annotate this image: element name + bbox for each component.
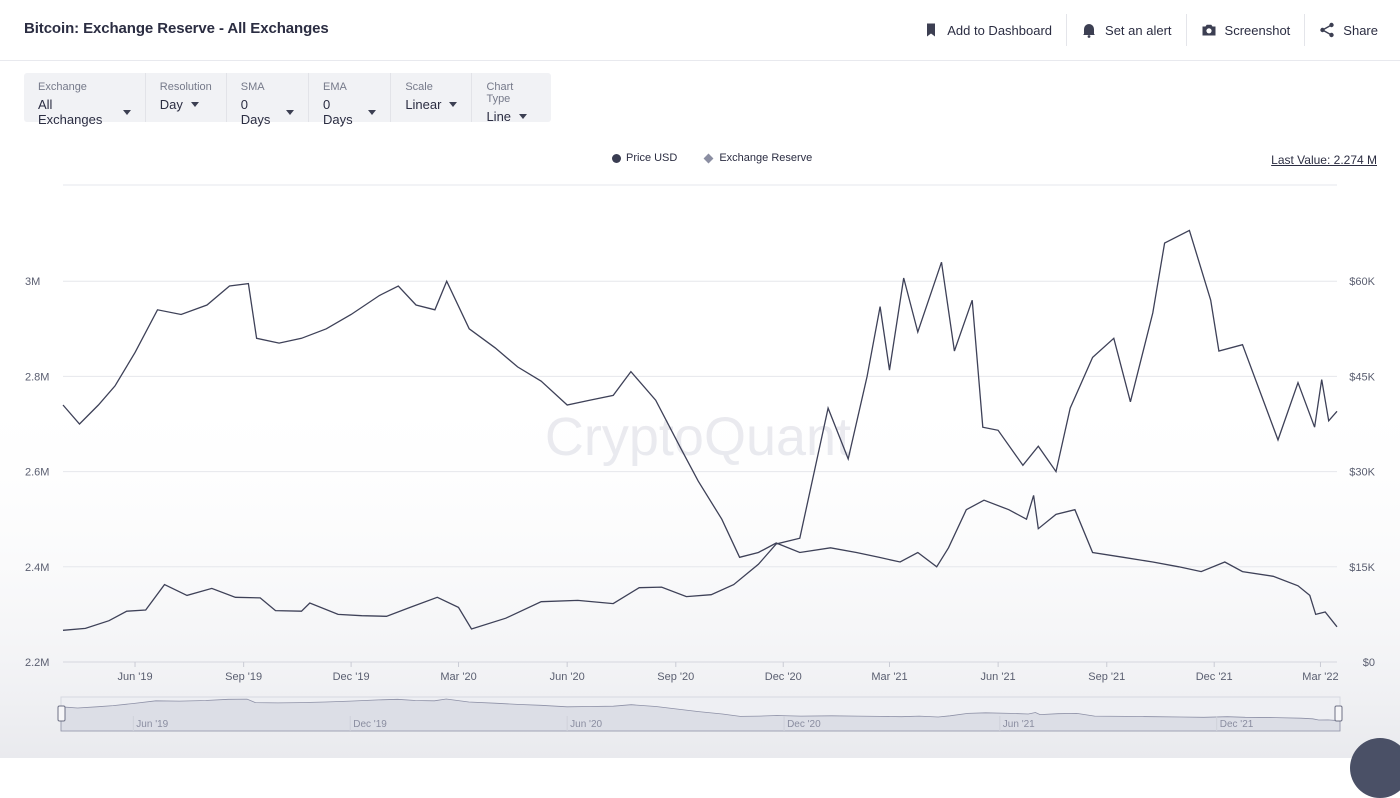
navigator-ticks: Jun '19 Dec '19 Jun '20 Dec '20 Jun '21 Dec '… bbox=[132, 716, 1254, 731]
chart-header: Bitcoin: Exchange Reserve - All Exchange… bbox=[0, 0, 1400, 61]
circle-marker-icon bbox=[612, 153, 621, 163]
caret-down-icon bbox=[449, 102, 458, 107]
last-value-link[interactable]: Last Value: 2.274 M bbox=[1271, 153, 1377, 167]
resolution-select[interactable]: Resolution Day bbox=[146, 73, 227, 122]
range-navigator[interactable]: Jun '19 Dec '19 Jun '20 Dec '20 Jun '21 Dec '… bbox=[57, 696, 1343, 732]
share-button[interactable]: Share bbox=[1304, 14, 1378, 46]
watermark-text: CryptoQuant bbox=[545, 407, 851, 467]
add-to-dashboard-label: Add to Dashboard bbox=[947, 22, 1053, 38]
scale-select[interactable]: Scale Linear bbox=[391, 73, 473, 122]
x-tick-label: Sep '21 bbox=[1088, 671, 1125, 683]
sma-label: SMA bbox=[240, 81, 265, 93]
chart-controls: Exchange All Exchanges Resolution Day SM… bbox=[24, 73, 551, 127]
x-tick-label: Jun '19 bbox=[117, 671, 152, 683]
scale-label: Scale bbox=[405, 81, 433, 93]
grid-lines bbox=[63, 184, 1337, 663]
set-alert-button[interactable]: Set an alert bbox=[1066, 14, 1186, 46]
resolution-label: Resolution bbox=[159, 81, 212, 93]
set-alert-label: Set an alert bbox=[1105, 22, 1172, 38]
add-to-dashboard-button[interactable]: Add to Dashboard bbox=[909, 14, 1066, 46]
screenshot-button[interactable]: Screenshot bbox=[1185, 14, 1305, 46]
left-axis: 2.2M 2.4M 2.6M 2.8M 3M bbox=[25, 276, 49, 669]
chart-canvas: CryptoQuant 2.2M 2.4M 2.6M 2.8M 3M $0 $15K $30… bbox=[0, 184, 1400, 758]
caret-down-icon bbox=[122, 109, 131, 115]
caret-down-icon bbox=[368, 109, 377, 115]
resolution-value: Day bbox=[159, 97, 183, 112]
caret-down-icon bbox=[286, 109, 295, 115]
exchange-reserve-line bbox=[62, 279, 1338, 628]
ema-value: 0 Days bbox=[323, 97, 353, 127]
price-usd-line bbox=[62, 229, 1338, 631]
scale-value: Linear bbox=[405, 97, 442, 112]
bell-icon bbox=[1083, 24, 1096, 38]
share-label: Share bbox=[1343, 22, 1378, 38]
chart-type-label: Chart Type bbox=[486, 81, 514, 105]
y-right-tick-label: $45K bbox=[1349, 371, 1375, 383]
x-tick-label: Sep '19 bbox=[225, 671, 262, 683]
bookmark-icon bbox=[927, 23, 936, 37]
x-tick-label: Mar '20 bbox=[440, 671, 476, 683]
ema-select[interactable]: EMA 0 Days bbox=[309, 73, 392, 127]
caret-down-icon bbox=[190, 102, 199, 107]
y-left-tick-label: 2.4M bbox=[25, 562, 49, 574]
legend-price-label: Price USD bbox=[626, 152, 678, 164]
x-tick-label: Mar '22 bbox=[1302, 671, 1338, 683]
y-right-tick-label: $15K bbox=[1349, 562, 1375, 574]
navigator-right-handle[interactable] bbox=[1334, 705, 1343, 722]
y-right-tick-label: $0 bbox=[1363, 657, 1375, 669]
x-tick-label: Jun '20 bbox=[550, 671, 585, 683]
exchange-value: All Exchanges bbox=[38, 97, 103, 127]
exchange-select[interactable]: Exchange All Exchanges bbox=[24, 73, 146, 127]
x-tick-label: Jun '21 bbox=[981, 671, 1016, 683]
navigator-tick-label: Jun '21 bbox=[1003, 719, 1035, 730]
sma-value: 0 Days bbox=[240, 97, 271, 127]
y-left-tick-label: 3M bbox=[25, 276, 40, 288]
x-tick-label: Mar '21 bbox=[871, 671, 907, 683]
legend-reserve-label: Exchange Reserve bbox=[719, 152, 813, 164]
chart-type-value: Line bbox=[486, 109, 512, 124]
navigator-tick-label: Dec '21 bbox=[1220, 719, 1254, 730]
chart-legend: Price USD Exchange Reserve bbox=[612, 152, 838, 164]
plot-background-fade bbox=[0, 380, 1400, 758]
navigator-tick-label: Dec '20 bbox=[787, 719, 821, 730]
navigator-area bbox=[60, 698, 1341, 732]
navigator-left-handle[interactable] bbox=[57, 705, 66, 722]
chart-type-select[interactable]: Chart Type Line bbox=[472, 73, 551, 124]
page-title: Bitcoin: Exchange Reserve - All Exchange… bbox=[24, 20, 329, 37]
right-axis: $0 $15K $30K $45K $60K bbox=[1349, 276, 1375, 669]
y-left-tick-label: 2.6M bbox=[25, 467, 49, 479]
help-chat-button[interactable] bbox=[1350, 738, 1400, 798]
legend-exchange-reserve[interactable]: Exchange Reserve bbox=[703, 152, 812, 164]
y-right-tick-label: $60K bbox=[1349, 276, 1375, 288]
y-left-tick-label: 2.2M bbox=[25, 657, 49, 669]
y-left-tick-label: 2.8M bbox=[25, 371, 49, 383]
share-icon bbox=[1320, 22, 1334, 38]
x-axis: Jun '19 Sep '19 Dec '19 Mar '20 Jun '20 Sep '… bbox=[117, 662, 1339, 683]
navigator-tick-label: Jun '20 bbox=[570, 719, 602, 730]
legend-price-usd[interactable]: Price USD bbox=[612, 152, 677, 164]
caret-down-icon bbox=[519, 114, 528, 119]
sma-select[interactable]: SMA 0 Days bbox=[227, 73, 310, 127]
x-tick-label: Sep '20 bbox=[657, 671, 694, 683]
navigator-tick-label: Jun '19 bbox=[136, 719, 168, 730]
navigator-tick-label: Dec '19 bbox=[353, 719, 387, 730]
y-right-tick-label: $30K bbox=[1349, 467, 1375, 479]
screenshot-label: Screenshot bbox=[1224, 22, 1291, 38]
header-actions: Add to Dashboard Set an alert Screenshot bbox=[909, 14, 1378, 46]
x-tick-label: Dec '21 bbox=[1196, 671, 1233, 683]
camera-icon bbox=[1202, 24, 1216, 36]
ema-label: EMA bbox=[323, 81, 347, 93]
x-tick-label: Dec '19 bbox=[333, 671, 370, 683]
exchange-label: Exchange bbox=[38, 81, 87, 93]
x-tick-label: Dec '20 bbox=[765, 671, 802, 683]
